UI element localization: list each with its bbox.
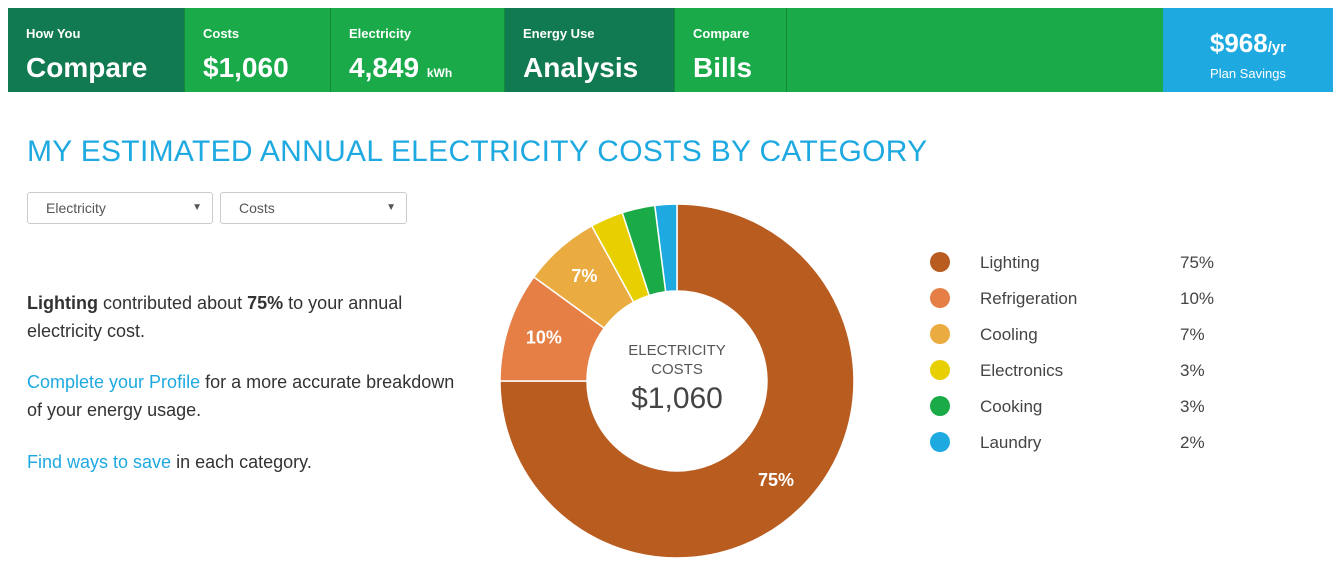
center-label: ELECTRICITY COSTS [628,342,726,378]
legend-label: Refrigeration [980,289,1078,308]
dropdown-value: Costs [239,200,275,216]
tab-value: Analysis [523,52,638,84]
legend-value: 2% [1180,433,1205,452]
slice-label: 75% [758,470,794,490]
legend-value: 7% [1180,325,1205,344]
tab-value: Bills [693,52,752,84]
legend-label: Cooling [980,325,1038,344]
save-link[interactable]: Find ways to save [27,452,172,472]
share: 75% [247,293,284,313]
legend-value: 10% [1180,289,1215,308]
category: Lighting [27,293,98,313]
legend-label: Laundry [980,433,1042,452]
dropdown[interactable]: Electricity ▼ [27,192,213,224]
tab-caption: Energy Use [523,26,595,41]
savings-amount: $968/yr [1163,28,1333,59]
amount: $968 [1209,28,1268,58]
tab-caption: Electricity [349,26,412,41]
page-title: MY ESTIMATED ANNUAL ELECTRICITY COSTS BY… [27,135,928,168]
text: for a more accurate breakdown of your en… [27,372,455,420]
donut-slice [499,203,855,559]
profile-note: Complete your Profile for a more accurat… [27,368,467,424]
tab-value: 4,849 kWh [349,52,452,84]
legend-value: 3% [1180,397,1205,416]
tab-unit: kWh [426,66,453,80]
slice-label: 10% [526,328,562,348]
tab-caption: How You [26,26,81,41]
unit: /yr [1267,39,1287,56]
legend-label: Lighting [980,253,1040,272]
legend-label: Electronics [980,361,1064,380]
nav-tab[interactable]: Costs $1,060 [185,8,331,92]
savings[interactable]: $968/yr Plan Savings [1163,8,1333,92]
nav-tab[interactable]: Electricity 4,849 kWh [331,8,505,92]
nav-tab[interactable]: Energy Use Analysis [505,8,675,92]
tab-value-text: 4,849 [349,52,420,83]
legend-marker [930,252,950,272]
tab-caption: Costs [203,26,240,41]
summary: Lighting contributed about 75% to your a… [27,289,467,345]
profile-link[interactable]: Complete your Profile [27,372,201,392]
legend-marker [930,288,950,308]
savings-label: Plan Savings [1210,66,1286,81]
legend-marker [930,324,950,344]
tab-value: $1,060 [203,52,289,84]
legend-marker [930,396,950,416]
donut-slice [653,203,678,293]
tab-value-text: $1,060 [203,52,289,83]
text: in each category. [176,452,312,472]
tab-value-text: Compare [26,52,148,83]
save-note: Find ways to save in each category. [27,448,467,476]
top-nav: How You Compare Costs $1,060 Electricity 4,84… [8,8,1333,92]
center-value: $1,060 [631,382,723,415]
tab-caption: Compare [693,26,750,41]
text: contributed about [103,293,243,313]
legend-value: 75% [1180,253,1215,272]
dropdown[interactable]: Costs ▼ [220,192,407,224]
tab-value-text: Analysis [523,52,639,83]
legend-marker [930,432,950,452]
slice-label: 7% [571,266,597,286]
text: to your annual electricity cost. [27,293,403,341]
tab-value-text: Bills [693,52,753,83]
legend-label: Cooking [980,397,1043,416]
legend-marker [930,360,950,380]
tab-value: Compare [26,52,147,84]
dropdown-value: Electricity [46,200,106,216]
nav-tab[interactable]: Compare Bills [675,8,787,92]
legend-value: 3% [1180,361,1205,380]
nav-tab[interactable]: How You Compare [8,8,185,92]
